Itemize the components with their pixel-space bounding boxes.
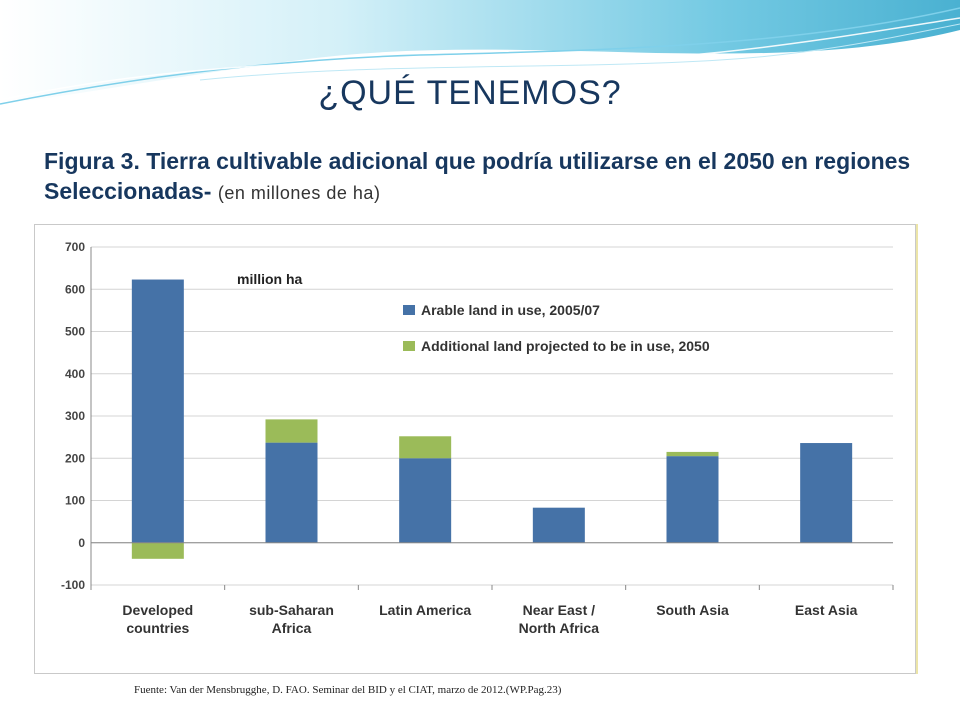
- bar-arable-land: [532, 507, 585, 543]
- y-tick-label: -100: [61, 578, 85, 592]
- bar-additional-land: [265, 419, 318, 443]
- bar-series: [131, 279, 853, 559]
- slide-title: ¿QUÉ TENEMOS?: [318, 74, 622, 112]
- figure-caption-text: Figura 3. Tierra cultivable adicional qu…: [44, 148, 911, 204]
- bar-additional-land: [399, 436, 452, 459]
- grid-lines: [91, 246, 893, 586]
- x-category-label: North Africa: [519, 620, 600, 636]
- legend-swatch: [403, 341, 415, 351]
- x-category-label: countries: [126, 620, 189, 636]
- y-tick-label: 100: [65, 494, 85, 508]
- source-note: Fuente: Van der Mensbrugghe, D. FAO. Sem…: [134, 684, 562, 696]
- x-category-label: Africa: [272, 620, 312, 636]
- x-category-label: Developed: [122, 602, 193, 618]
- chart-frame: 700 600 500 400 300 200 100 0 -100 Developed count…: [34, 224, 916, 674]
- bar-arable-land: [399, 458, 452, 543]
- x-category-label: Latin America: [379, 602, 471, 618]
- bar-arable-land: [800, 443, 853, 543]
- bar-arable-land: [666, 456, 719, 543]
- y-tick-label: 600: [65, 282, 85, 296]
- axes: 700 600 500 400 300 200 100 0 -100 Developed count…: [61, 240, 894, 636]
- y-tick-label: 500: [65, 325, 85, 339]
- bar-arable-land: [265, 442, 318, 543]
- legend-swatch: [403, 305, 415, 315]
- x-category-label: South Asia: [656, 602, 729, 618]
- figure-caption: Figura 3. Tierra cultivable adicional qu…: [44, 146, 944, 208]
- legend-label: Additional land projected to be in use, …: [421, 338, 710, 354]
- chart-frame-accent: [914, 224, 918, 674]
- stacked-bar-chart: 700 600 500 400 300 200 100 0 -100 Developed count…: [61, 240, 894, 636]
- x-category-label: East Asia: [795, 602, 858, 618]
- bar-additional-land: [131, 542, 184, 559]
- y-tick-label: 300: [65, 409, 85, 423]
- chart-legend: Arable land in use, 2005/07 Additional la…: [403, 302, 710, 354]
- y-tick-label: 400: [65, 367, 85, 381]
- y-tick-label: 0: [78, 536, 85, 550]
- x-category-label: sub-Saharan: [249, 602, 334, 618]
- bar-arable-land: [131, 279, 184, 543]
- legend-label: Arable land in use, 2005/07: [421, 302, 600, 318]
- unit-label: million ha: [237, 271, 303, 287]
- y-tick-label: 200: [65, 451, 85, 465]
- bar-additional-land: [666, 451, 719, 457]
- header-wave-decoration: [0, 0, 960, 105]
- figure-caption-units: (en millones de ha): [217, 183, 381, 203]
- y-tick-label: 700: [65, 240, 85, 254]
- x-category-label: Near East /: [523, 602, 595, 618]
